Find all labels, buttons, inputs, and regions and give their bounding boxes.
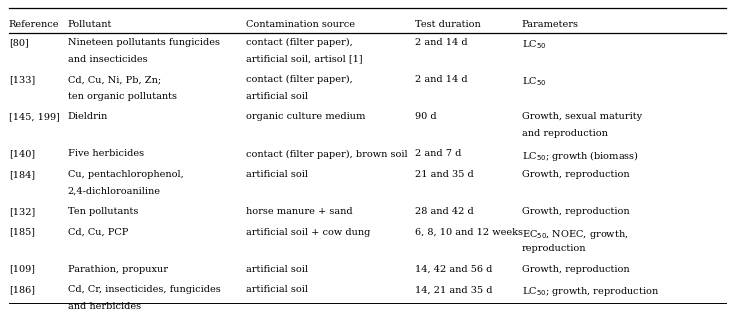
Text: [133]: [133] [9, 75, 35, 84]
Text: LC$_{50}$: LC$_{50}$ [522, 75, 546, 88]
Text: Test duration: Test duration [415, 20, 481, 29]
Text: artificial soil: artificial soil [246, 170, 308, 179]
Text: 90 d: 90 d [415, 112, 437, 121]
Text: Dieldrin: Dieldrin [68, 112, 108, 121]
Text: artificial soil: artificial soil [246, 265, 308, 274]
Text: contact (filter paper), brown soil: contact (filter paper), brown soil [246, 149, 408, 158]
Text: [109]: [109] [9, 265, 35, 274]
Text: Growth, reproduction: Growth, reproduction [522, 170, 629, 179]
Text: Reference: Reference [9, 20, 60, 29]
Text: 6, 8, 10 and 12 weeks: 6, 8, 10 and 12 weeks [415, 228, 523, 237]
Text: Cd, Cu, Ni, Pb, Zn;: Cd, Cu, Ni, Pb, Zn; [68, 75, 161, 84]
Text: Growth, reproduction: Growth, reproduction [522, 265, 629, 274]
Text: horse manure + sand: horse manure + sand [246, 207, 353, 216]
Text: 2 and 14 d: 2 and 14 d [415, 75, 468, 84]
Text: EC$_{50}$, NOEC, growth,: EC$_{50}$, NOEC, growth, [522, 228, 628, 241]
Text: artificial soil + cow dung: artificial soil + cow dung [246, 228, 370, 237]
Text: Contamination source: Contamination source [246, 20, 355, 29]
Text: [145, 199]: [145, 199] [9, 112, 60, 121]
Text: Five herbicides: Five herbicides [68, 149, 144, 158]
Text: 21 and 35 d: 21 and 35 d [415, 170, 474, 179]
Text: Ten pollutants: Ten pollutants [68, 207, 138, 216]
Text: 2 and 14 d: 2 and 14 d [415, 38, 468, 47]
Text: 14, 42 and 56 d: 14, 42 and 56 d [415, 265, 492, 274]
Text: contact (filter paper),: contact (filter paper), [246, 38, 353, 47]
Text: artificial soil: artificial soil [246, 285, 308, 294]
Text: Pollutant: Pollutant [68, 20, 112, 29]
Text: ten organic pollutants: ten organic pollutants [68, 92, 176, 101]
Text: and insecticides: and insecticides [68, 55, 147, 64]
Text: Cd, Cu, PCP: Cd, Cu, PCP [68, 228, 128, 237]
Text: and herbicides: and herbicides [68, 302, 140, 310]
Text: Growth, reproduction: Growth, reproduction [522, 207, 629, 216]
Text: [186]: [186] [9, 285, 35, 294]
Text: [132]: [132] [9, 207, 35, 216]
Text: Parathion, propuxur: Parathion, propuxur [68, 265, 168, 274]
Text: [140]: [140] [9, 149, 35, 158]
Text: organic culture medium: organic culture medium [246, 112, 365, 121]
Text: LC$_{50}$: LC$_{50}$ [522, 38, 546, 51]
Text: Nineteen pollutants fungicides: Nineteen pollutants fungicides [68, 38, 220, 47]
Text: [184]: [184] [9, 170, 35, 179]
Text: 2 and 7 d: 2 and 7 d [415, 149, 462, 158]
Text: Growth, sexual maturity: Growth, sexual maturity [522, 112, 642, 121]
Text: 2,4-dichloroaniline: 2,4-dichloroaniline [68, 187, 161, 196]
Text: artificial soil: artificial soil [246, 92, 308, 101]
Text: artificial soil, artisol [1]: artificial soil, artisol [1] [246, 55, 363, 64]
Text: [185]: [185] [9, 228, 35, 237]
Text: 28 and 42 d: 28 and 42 d [415, 207, 474, 216]
Text: and reproduction: and reproduction [522, 129, 608, 138]
Text: reproduction: reproduction [522, 244, 587, 253]
Text: 14, 21 and 35 d: 14, 21 and 35 d [415, 285, 492, 294]
Text: Cd, Cr, insecticides, fungicides: Cd, Cr, insecticides, fungicides [68, 285, 220, 294]
Text: Cu, pentachlorophenol,: Cu, pentachlorophenol, [68, 170, 183, 179]
Text: LC$_{50}$; growth (biomass): LC$_{50}$; growth (biomass) [522, 149, 639, 163]
Text: Parameters: Parameters [522, 20, 579, 29]
Text: [80]: [80] [9, 38, 29, 47]
Text: LC$_{50}$; growth, reproduction: LC$_{50}$; growth, reproduction [522, 285, 659, 298]
Text: contact (filter paper),: contact (filter paper), [246, 75, 353, 84]
